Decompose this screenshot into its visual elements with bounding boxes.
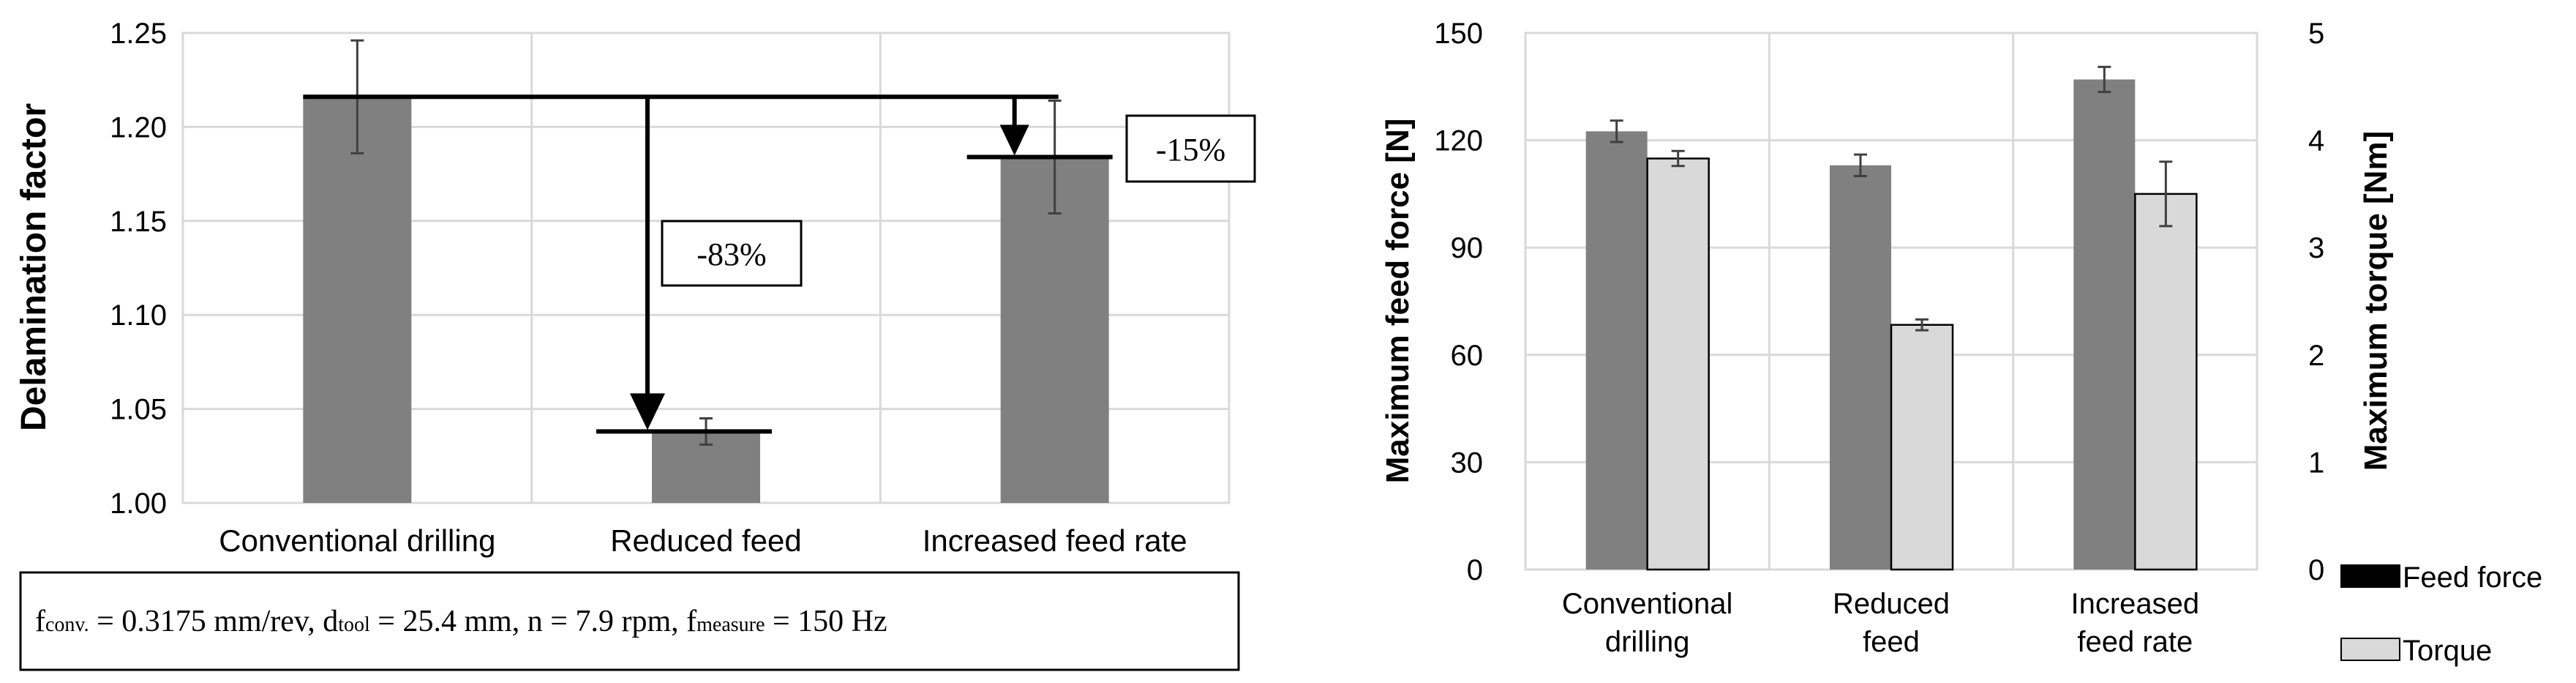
- x-tick-label: Increased: [2070, 588, 2199, 620]
- bar: [1830, 165, 1891, 570]
- footnote-box: [19, 571, 1240, 671]
- bar: [1585, 131, 1648, 570]
- x-tick-label: drilling: [1605, 626, 1690, 658]
- bar: [303, 97, 412, 503]
- force-torque-chart: 0 30 60 90 120 150 0 1 2 3 4 5 Conventional drillin…: [1380, 18, 2542, 667]
- annotation-box: [661, 220, 803, 287]
- x-tick-label: Reduced: [1833, 588, 1950, 620]
- annotations: -83% -15%: [303, 94, 1256, 434]
- y2-tick-label: 0: [2308, 554, 2324, 586]
- y2-tick-labels: 0 1 2 3 4 5: [2308, 18, 2324, 586]
- x-tick-label: feed rate: [2077, 626, 2193, 658]
- y-tick-labels: 1.00 1.05 1.10 1.15 1.20 1.25: [110, 18, 167, 520]
- bar: [2073, 79, 2136, 570]
- y2-tick-label: 5: [2308, 18, 2324, 50]
- bar: [1890, 324, 1954, 571]
- y-tick-label: 60: [1451, 340, 1484, 372]
- annotation-label: -15%: [1156, 132, 1225, 168]
- annotation-box: [1125, 114, 1256, 183]
- y-tick-label: 120: [1434, 125, 1483, 157]
- x-tick-label: Conventional: [1562, 588, 1733, 620]
- y-tick-label: 1.20: [110, 111, 167, 143]
- y2-tick-label: 1: [2308, 447, 2324, 479]
- legend: Feed force Torque: [2340, 561, 2542, 667]
- y-tick-label: 30: [1451, 447, 1484, 479]
- bars: [303, 39, 1109, 503]
- annotation-label: -83%: [696, 236, 766, 272]
- y-tick-label: 90: [1451, 232, 1484, 264]
- y2-tick-label: 2: [2308, 340, 2324, 372]
- y-axis-label: Delamination factor: [15, 103, 53, 431]
- x-tick-label: Conventional drilling: [219, 523, 495, 558]
- y-tick-label: 1.05: [110, 394, 167, 426]
- x-tick-label: feed: [1863, 626, 1920, 658]
- x-tick-label: Increased feed rate: [923, 523, 1187, 558]
- y-tick-labels: 0 30 60 90 120 150: [1434, 18, 1483, 586]
- y-tick-label: 1.10: [110, 299, 167, 332]
- bars: [1585, 65, 2198, 571]
- bar: [1646, 157, 1710, 571]
- y-tick-label: 0: [1467, 554, 1483, 586]
- y-tick-label: 1.25: [110, 18, 167, 50]
- y-tick-label: 150: [1434, 18, 1483, 50]
- legend-label: Torque: [2403, 635, 2492, 667]
- legend-label: Feed force: [2403, 561, 2542, 594]
- y-tick-label: 1.15: [110, 206, 167, 238]
- legend-swatch: [2340, 564, 2400, 588]
- footnote-text: fconv. = 0.3175 mm/rev, dtool = 25.4 mm,…: [35, 605, 887, 638]
- bar: [2134, 193, 2198, 571]
- legend-swatch: [2340, 638, 2400, 661]
- x-tick-labels: Conventional drilling Reduced feed Increas…: [219, 523, 1187, 558]
- y-axis-label: Maximum feed force [N]: [1380, 119, 1416, 484]
- bar: [1000, 157, 1109, 503]
- delamination-chart: 1.00 1.05 1.10 1.15 1.20 1.25 Conventional dr…: [15, 18, 1256, 671]
- y2-tick-label: 3: [2308, 232, 2324, 264]
- arrow-head: [999, 124, 1029, 156]
- y2-tick-label: 4: [2308, 125, 2324, 157]
- y2-axis-label: Maximum torque [Nm]: [2358, 131, 2394, 471]
- x-tick-label: Reduced feed: [610, 523, 802, 558]
- arrow-head: [630, 393, 665, 430]
- x-tick-labels: Conventional drilling Reduced feed Increased…: [1562, 588, 2199, 658]
- y-tick-label: 1.00: [110, 488, 167, 520]
